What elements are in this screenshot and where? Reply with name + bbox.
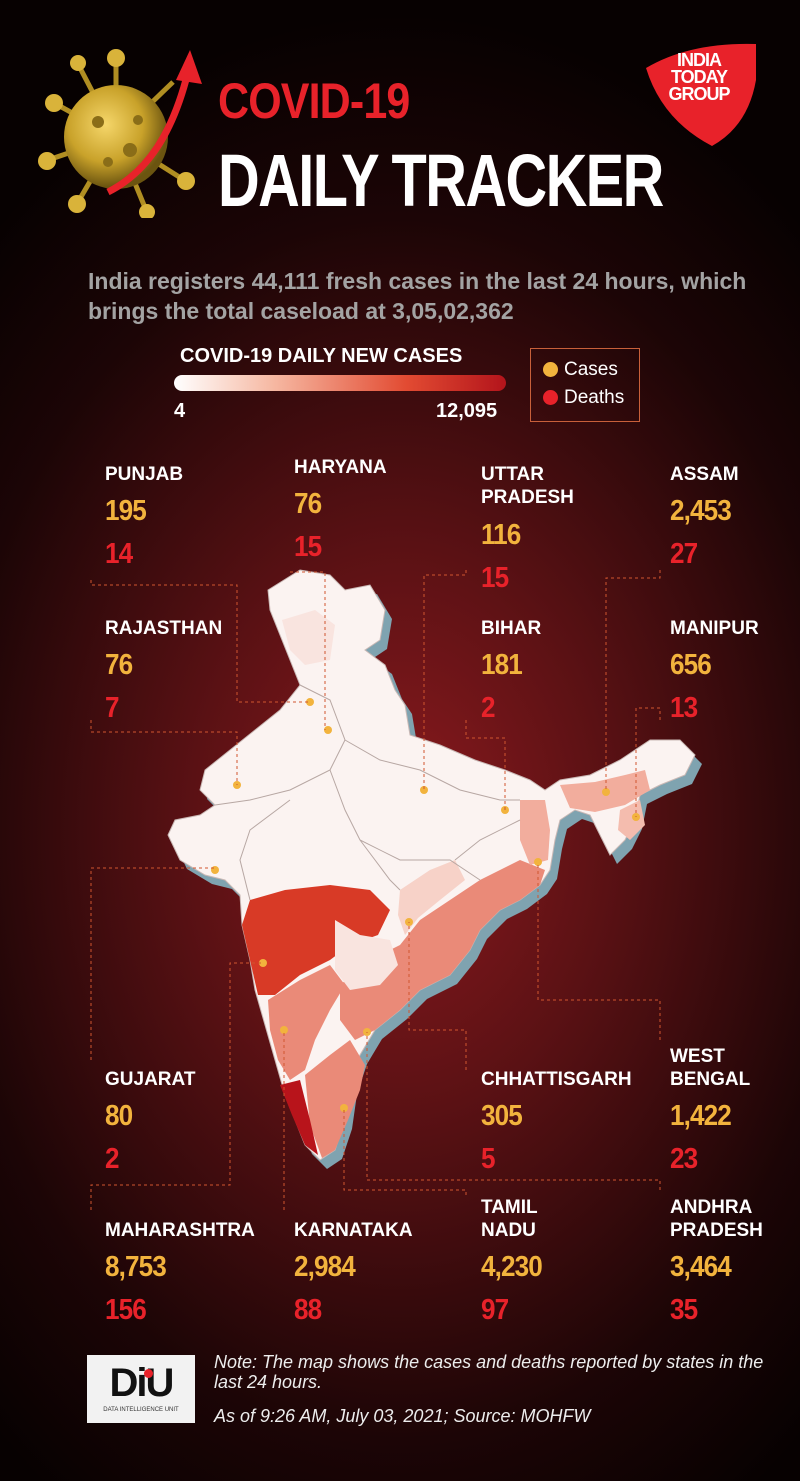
legend-cases: Cases xyxy=(543,359,618,381)
state-cases: 181 xyxy=(481,649,523,681)
state-deaths: 2 xyxy=(481,692,496,724)
scale-title: COVID-19 DAILY NEW CASES xyxy=(180,345,463,367)
state-name: WEST BENGAL xyxy=(670,1046,751,1090)
state-deaths: 15 xyxy=(294,531,322,563)
state-cases: 4,230 xyxy=(481,1251,543,1283)
westbengal-dot xyxy=(534,858,542,866)
state-name: ANDHRA PRADESH xyxy=(670,1197,763,1241)
state-name: PUNJAB xyxy=(105,464,184,485)
state-cases: 1,422 xyxy=(670,1100,732,1132)
diu-logo: DiU DATA INTELLIGENCE UNIT xyxy=(87,1355,195,1423)
state-cases: 2,453 xyxy=(670,495,732,527)
india-today-logo: INDIA TODAY GROUP xyxy=(640,40,758,148)
state-deaths: 156 xyxy=(105,1294,147,1326)
state-cases: 656 xyxy=(670,649,712,681)
state-deaths: 23 xyxy=(670,1143,698,1175)
headline: India registers 44,111 fresh cases in th… xyxy=(88,268,747,324)
state-name: TAMIL NADU xyxy=(481,1197,538,1241)
legend-deaths: Deaths xyxy=(543,387,624,409)
scale-max: 12,095 xyxy=(436,400,498,422)
state-name: GUJARAT xyxy=(105,1069,196,1090)
logo-text-group: GROUP xyxy=(668,84,730,104)
himachal-region xyxy=(282,610,335,665)
state-cases: 3,464 xyxy=(670,1251,732,1283)
state-deaths: 88 xyxy=(294,1294,322,1326)
state-name: CHHATTISGARH xyxy=(481,1069,632,1090)
state-deaths: 13 xyxy=(670,692,698,724)
westbengal-region xyxy=(520,800,550,865)
uttarpradesh-dot xyxy=(420,786,428,794)
state-deaths: 2 xyxy=(105,1143,120,1175)
state-deaths: 7 xyxy=(105,692,120,724)
telangana-region xyxy=(335,920,398,990)
state-cases: 8,753 xyxy=(105,1251,167,1283)
state-deaths: 5 xyxy=(481,1143,496,1175)
cases-dot-icon xyxy=(543,362,558,377)
gujarat-dot xyxy=(211,866,219,874)
scale-min: 4 xyxy=(174,400,186,422)
state-cases: 195 xyxy=(105,495,147,527)
assam-dot xyxy=(602,788,610,796)
footer-note: Note: The map shows the cases and deaths… xyxy=(214,1352,764,1392)
state-name: ASSAM xyxy=(670,464,739,485)
state-cases: 76 xyxy=(105,649,133,681)
state-name: MAHARASHTRA xyxy=(105,1220,255,1241)
state-name: BIHAR xyxy=(481,618,542,639)
chhattisgarh-region xyxy=(398,860,465,935)
karnataka-region xyxy=(268,965,345,1080)
state-cases: 116 xyxy=(481,519,521,551)
karnataka-dot xyxy=(280,1026,288,1034)
state-name: HARYANA xyxy=(294,457,387,478)
state-name: RAJASTHAN xyxy=(105,618,223,639)
tamilnadu-region xyxy=(305,1040,365,1158)
state-cases: 80 xyxy=(105,1100,133,1132)
page-title-line2: DAILY TRACKER xyxy=(218,139,664,222)
andhra-region xyxy=(340,860,545,1040)
virus-icon xyxy=(38,49,202,218)
color-scale-bar xyxy=(174,375,506,391)
state-name: UTTAR PRADESH xyxy=(481,464,574,508)
maharashtra-region xyxy=(242,885,390,995)
state-deaths: 27 xyxy=(670,538,698,570)
state-cases: 2,984 xyxy=(294,1251,356,1283)
state-deaths: 97 xyxy=(481,1294,509,1326)
footer-source: As of 9:26 AM, July 03, 2021; Source: MO… xyxy=(214,1406,591,1426)
manipur-region xyxy=(618,800,645,840)
diu-logo-sub: DATA INTELLIGENCE UNIT xyxy=(103,1407,179,1413)
state-name: MANIPUR xyxy=(670,618,759,639)
maharashtra-dot xyxy=(259,959,267,967)
page-title-line1: COVID-19 xyxy=(218,73,410,129)
state-deaths: 14 xyxy=(105,538,133,570)
kerala-region xyxy=(280,1080,318,1155)
state-deaths: 35 xyxy=(670,1294,698,1326)
state-cases: 305 xyxy=(481,1100,523,1132)
state-deaths: 15 xyxy=(481,562,509,594)
tamilnadu-dot xyxy=(340,1104,348,1112)
state-name: KARNATAKA xyxy=(294,1220,413,1241)
haryana-dot xyxy=(324,726,332,734)
diu-dot-icon xyxy=(144,1369,153,1378)
logo-text-india: INDIA xyxy=(677,50,722,70)
deaths-dot-icon xyxy=(543,390,558,405)
diu-logo-text: DiU xyxy=(109,1361,175,1405)
logo-text-today: TODAY xyxy=(670,67,728,87)
state-cases: 76 xyxy=(294,488,322,520)
legend-box: Cases Deaths xyxy=(530,348,640,422)
punjab-dot xyxy=(306,698,314,706)
